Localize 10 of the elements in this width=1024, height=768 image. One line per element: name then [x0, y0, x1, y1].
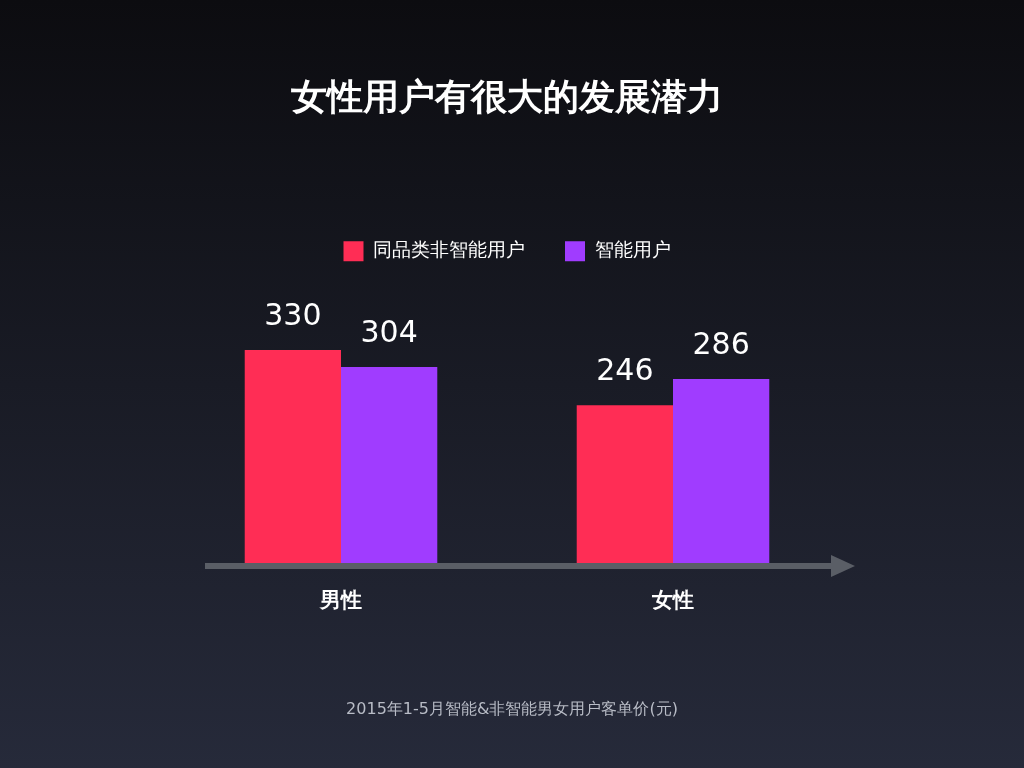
chart-title: 女性用户有很大的发展潜力 [291, 75, 723, 117]
data-label: 286 [692, 325, 750, 361]
data-label: 246 [596, 352, 654, 387]
x-tick-label: 男性 [319, 587, 362, 612]
legend-label: 智能用户 [594, 238, 671, 261]
data-label: 330 [264, 296, 322, 332]
text: 2015年1-5月智能&非智能男女用户客单价(元) [346, 699, 678, 719]
legend-label: 同品类非智能用户 [373, 238, 525, 261]
data-label: 304 [360, 313, 418, 349]
x-tick-label: 女性 [651, 587, 694, 612]
